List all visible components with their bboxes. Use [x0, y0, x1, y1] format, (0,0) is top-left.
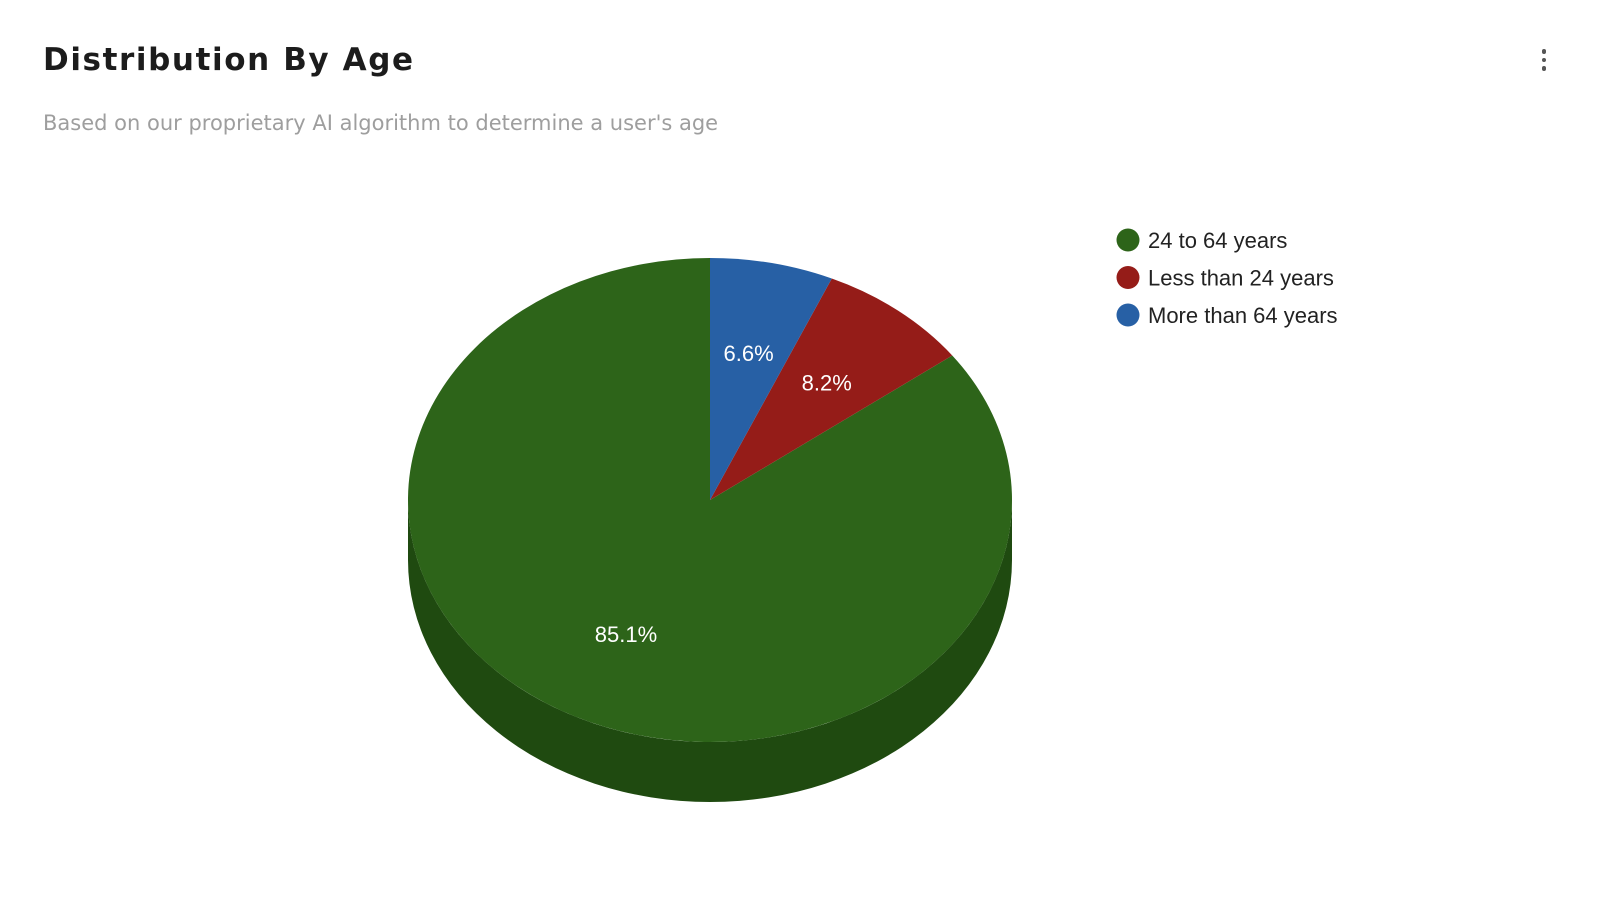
legend-item-less-than-24-years[interactable]: Less than 24 years — [1116, 266, 1334, 291]
pie-sides — [408, 500, 1012, 802]
slice-label-less-than-24-years: 8.2% — [802, 371, 852, 396]
legend-swatch — [1116, 303, 1140, 327]
legend-swatch — [1116, 228, 1140, 252]
chart-subtitle: Based on our proprietary AI algorithm to… — [43, 111, 719, 135]
pie-slices — [408, 258, 1012, 742]
slice-label-24-to-64-years: 85.1% — [595, 622, 657, 647]
menu-dot — [1541, 66, 1547, 71]
slice-label-more-than-64-years: 6.6% — [724, 341, 774, 366]
menu-dot — [1541, 49, 1547, 54]
legend-item-24-to-64-years[interactable]: 24 to 64 years — [1116, 228, 1288, 253]
more-vertical-icon[interactable] — [1530, 44, 1558, 76]
pie-slice-less-than-24-years[interactable] — [710, 278, 953, 500]
legend: 24 to 64 years Less than 24 years More tha… — [1116, 228, 1338, 328]
legend-item-more-than-64-years[interactable]: More than 64 years — [1116, 303, 1338, 328]
pie-slice-more-than-64-years[interactable] — [710, 258, 832, 500]
legend-swatch — [1116, 266, 1140, 289]
legend-label: More than 64 years — [1148, 303, 1338, 328]
pie-slice-24-to-64-years[interactable] — [408, 258, 1012, 742]
chart-title: Distribution By Age — [43, 42, 415, 78]
legend-label: Less than 24 years — [1148, 266, 1334, 291]
pie-side-24-to-64-years — [408, 500, 1012, 802]
pie-labels: 85.1% 8.2% 6.6% — [595, 341, 852, 647]
menu-dot — [1541, 57, 1547, 63]
legend-label: 24 to 64 years — [1148, 228, 1287, 253]
